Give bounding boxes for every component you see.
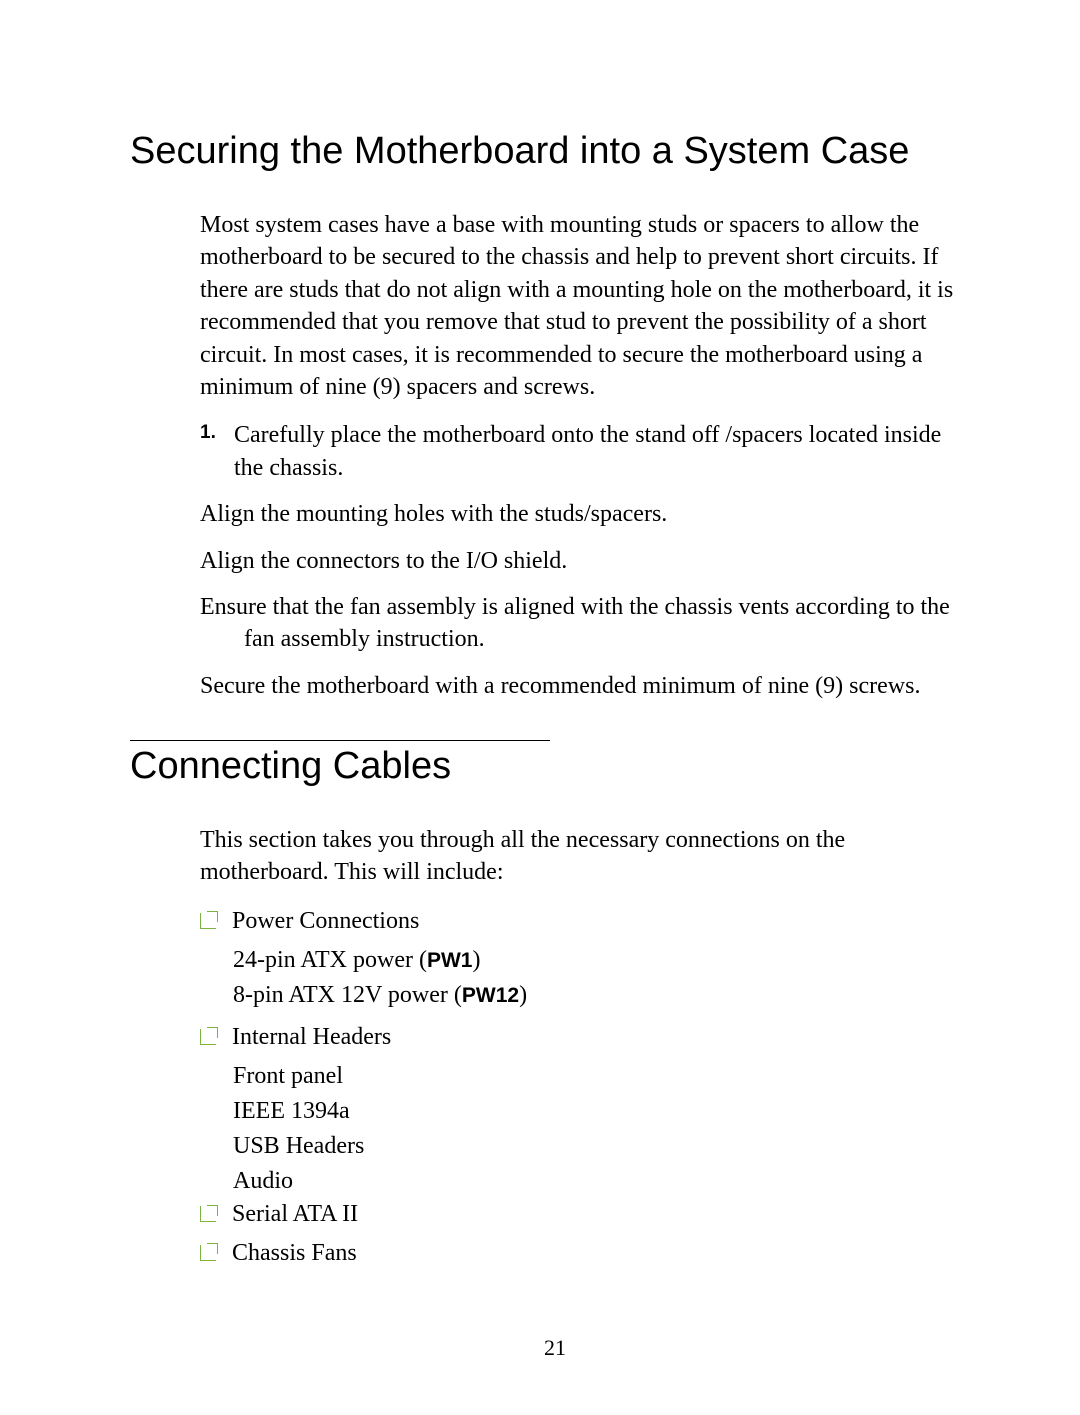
numbered-step-1: 1. Carefully place the motherboard onto …: [200, 419, 970, 484]
sub-ieee1394a: IEEE 1394a: [233, 1094, 970, 1129]
bullet-power-connections: Power Connections: [200, 905, 970, 937]
bullet-list: Power Connections 24-pin ATX power (PW1)…: [200, 905, 970, 1269]
section-divider: [130, 740, 550, 741]
step-align-connectors: Align the connectors to the I/O shield.: [200, 545, 970, 577]
sub-text: ): [472, 947, 480, 973]
bullet-sata: Serial ATA II: [200, 1198, 970, 1230]
sub-24pin: 24-pin ATX power (PW1): [233, 943, 970, 978]
bullet-icon: [200, 1029, 216, 1045]
heading-securing: Securing the Motherboard into a System C…: [130, 130, 980, 173]
connecting-intro: This section takes you through all the n…: [200, 824, 970, 889]
section-connecting-body: This section takes you through all the n…: [200, 824, 970, 1269]
intro-paragraph: Most system cases have a base with mount…: [200, 209, 970, 403]
sub-text: 24-pin ATX power (: [233, 947, 427, 973]
step-text: Carefully place the motherboard onto the…: [234, 419, 970, 484]
bullet-chassis-fans: Chassis Fans: [200, 1237, 970, 1269]
page: Securing the Motherboard into a System C…: [0, 0, 1080, 1361]
connector-pw1: PW1: [427, 949, 473, 972]
bullet-label: Internal Headers: [232, 1021, 391, 1053]
bullet-icon: [200, 1245, 216, 1261]
heading-connecting: Connecting Cables: [130, 745, 980, 788]
sub-text: ): [519, 982, 527, 1008]
bullet-label: Power Connections: [232, 905, 419, 937]
bullet-label: Serial ATA II: [232, 1198, 358, 1230]
sub-front-panel: Front panel: [233, 1059, 970, 1094]
connector-pw12: PW12: [462, 984, 519, 1007]
step-align-holes: Align the mounting holes with the studs/…: [200, 498, 970, 530]
section-securing-body: Most system cases have a base with mount…: [200, 209, 970, 702]
bullet-internal-headers: Internal Headers: [200, 1021, 970, 1053]
step-secure: Secure the motherboard with a recommende…: [200, 670, 970, 702]
sub-text: 8-pin ATX 12V power (: [233, 982, 462, 1008]
step-fan-assembly: Ensure that the fan assembly is aligned …: [200, 591, 970, 656]
sub-usb-headers: USB Headers: [233, 1129, 970, 1164]
step-number: 1.: [200, 419, 234, 484]
bullet-icon: [200, 1206, 216, 1222]
page-number: 21: [130, 1335, 980, 1361]
sub-audio: Audio: [233, 1164, 970, 1199]
bullet-icon: [200, 913, 216, 929]
bullet-label: Chassis Fans: [232, 1237, 357, 1269]
sub-8pin: 8-pin ATX 12V power (PW12): [233, 978, 970, 1013]
